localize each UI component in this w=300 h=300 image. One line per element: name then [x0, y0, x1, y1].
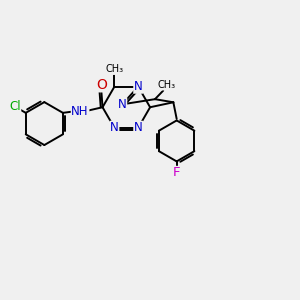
Text: CH₃: CH₃ [158, 80, 175, 90]
Text: F: F [173, 167, 180, 179]
Text: N: N [118, 98, 127, 111]
Text: N: N [134, 121, 142, 134]
Text: N: N [110, 121, 119, 134]
Text: N: N [134, 80, 142, 93]
Text: NH: NH [71, 105, 89, 118]
Text: Cl: Cl [9, 100, 21, 113]
Text: O: O [96, 78, 107, 92]
Text: CH₃: CH₃ [105, 64, 124, 74]
